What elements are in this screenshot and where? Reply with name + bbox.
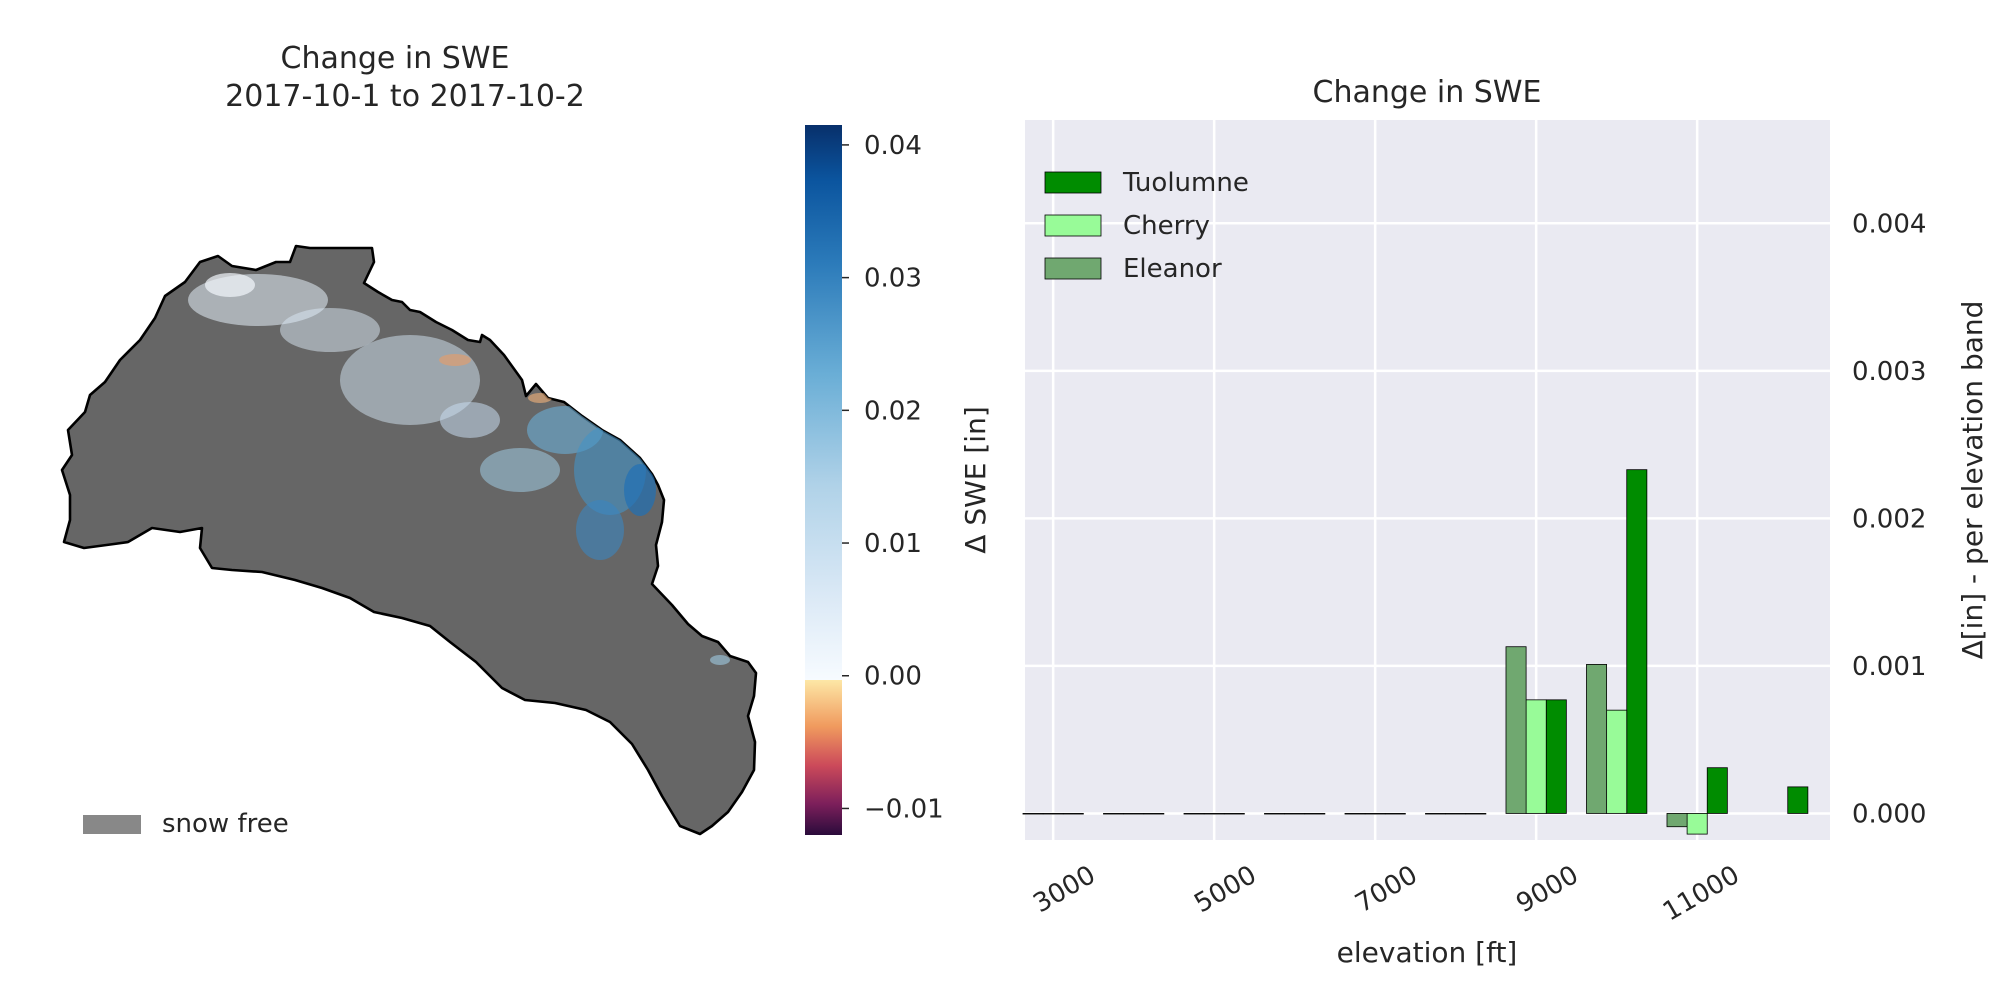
bar-cherry [1686, 813, 1708, 835]
legend-swatch-tuolumne [1044, 171, 1102, 194]
bar-eleanor [1586, 664, 1608, 814]
chart-title: Change in SWE [1313, 75, 1542, 110]
y-tick-label: 0.002 [1852, 504, 1926, 534]
bar-tuolumne [1626, 469, 1648, 814]
legend-swatch-eleanor [1044, 257, 1102, 280]
bar-cherry [1123, 813, 1145, 815]
bar-cherry [1284, 813, 1306, 815]
y-tick-label: 0.003 [1852, 357, 1926, 387]
colorbar-tick-label: 0.01 [864, 529, 922, 559]
colorbar-tick-label: 0.02 [864, 396, 922, 426]
y-tick-label: 0.004 [1852, 209, 1926, 239]
x-tick-label: 7000 [1350, 860, 1422, 919]
legend: Tuolumne Cherry Eleanor [1044, 168, 1249, 284]
colorbar-label: Δ SWE [in] [959, 406, 992, 553]
colorbar-tick-label: 0.00 [864, 662, 922, 692]
legend-label-tuolumne: Tuolumne [1122, 168, 1249, 198]
x-tick-label: 11000 [1658, 860, 1745, 927]
bar-tuolumne [1143, 813, 1165, 815]
bar-cherry [1042, 813, 1064, 815]
colorbar-tick-label: −0.01 [864, 794, 944, 824]
swe-change-pattern [188, 273, 730, 665]
bar-tuolumne [1304, 813, 1326, 815]
bar-cherry [1364, 813, 1386, 815]
y-tick-label: 0.001 [1852, 652, 1926, 682]
bar-eleanor [1666, 813, 1688, 828]
legend-swatch-cherry [1044, 214, 1102, 237]
bar-eleanor [1103, 813, 1125, 815]
map-panel: Change in SWE 2017-10-1 to 2017-10-2 [60, 41, 992, 839]
bar-tuolumne [1384, 813, 1406, 815]
bar-cherry [1606, 709, 1628, 814]
bar-tuolumne [1787, 786, 1809, 814]
bar-tuolumne [1706, 767, 1728, 814]
colorbar-tick-label: 0.04 [864, 131, 922, 161]
x-tick-label: 5000 [1189, 860, 1261, 919]
bar-tuolumne [1223, 813, 1245, 815]
bar-eleanor [1022, 813, 1044, 815]
y-axis-label: Δ[in] - per elevation band [1956, 301, 1989, 660]
map-title-line1: Change in SWE [281, 41, 510, 76]
plot-area [1025, 120, 1830, 840]
bar-eleanor [1505, 646, 1527, 814]
colorbar-tick-label: 0.03 [864, 264, 922, 294]
basin-outline [60, 244, 758, 836]
bar-cherry [1445, 813, 1467, 815]
legend-label-eleanor: Eleanor [1123, 254, 1222, 284]
bar-eleanor [1344, 813, 1366, 815]
x-tick-label: 3000 [1028, 860, 1100, 919]
colorbar-negative [805, 680, 842, 835]
basin-map [60, 244, 758, 836]
x-axis-label: elevation [ft] [1337, 936, 1518, 969]
snow-free-legend-label: snow free [162, 809, 289, 839]
bar-cherry [1203, 813, 1225, 815]
bar-eleanor [1425, 813, 1447, 815]
bar-tuolumne [1545, 699, 1567, 814]
bar-chart: Change in SWE 3000 5000 7000 9000 11000 0.00… [1022, 75, 1989, 969]
map-title-line2: 2017-10-1 to 2017-10-2 [225, 79, 585, 114]
bar-cherry [1525, 699, 1547, 814]
bar-tuolumne [1465, 813, 1487, 815]
snow-free-legend-swatch [83, 815, 141, 834]
legend-label-cherry: Cherry [1123, 211, 1210, 241]
colorbar-positive [805, 125, 842, 680]
bar-eleanor [1264, 813, 1286, 815]
bar-tuolumne [1062, 813, 1084, 815]
bar-eleanor [1183, 813, 1205, 815]
x-tick-label: 9000 [1511, 860, 1583, 919]
colorbar: 0.04 0.03 0.02 0.01 0.00 −0.01 Δ SWE [in] [805, 125, 992, 835]
y-tick-label: 0.000 [1852, 799, 1926, 829]
